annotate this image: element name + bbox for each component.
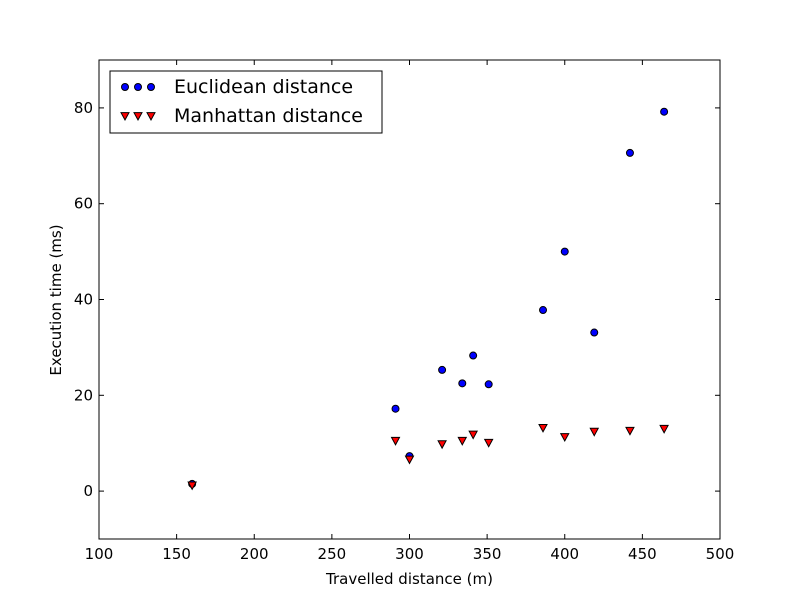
legend-marker-euclidean — [121, 83, 129, 91]
y-tick-label: 60 — [74, 195, 93, 213]
y-tick-label: 20 — [74, 386, 93, 404]
euclidean-point — [539, 306, 548, 315]
manhattan-point — [390, 436, 401, 446]
manhattan-point — [538, 423, 548, 433]
manhattan-point — [483, 438, 494, 448]
x-tick-label: 150 — [162, 545, 191, 563]
euclidean-point — [560, 247, 569, 256]
x-tick-label: 250 — [318, 545, 347, 563]
manhattan-point — [559, 433, 570, 443]
x-tick-label: 500 — [706, 545, 735, 563]
legend-label-manhattan: Manhattan distance — [174, 105, 363, 127]
legend-box — [109, 70, 383, 134]
x-tick-label: 350 — [473, 545, 502, 563]
manhattan-point — [457, 436, 468, 446]
y-tick-label: 80 — [74, 99, 93, 117]
y-tick-label: 0 — [83, 482, 93, 500]
manhattan-point — [468, 430, 478, 440]
euclidean-point — [625, 148, 634, 157]
legend-marker-manhattan — [133, 112, 143, 122]
euclidean-point — [469, 351, 478, 360]
legend: Euclidean distance Manhattan distance — [109, 70, 383, 134]
euclidean-point — [590, 328, 599, 337]
manhattan-point — [625, 426, 635, 436]
x-tick-label: 100 — [85, 545, 114, 563]
plot-frame — [98, 59, 721, 540]
x-tick-label: 300 — [395, 545, 424, 563]
x-tick-label: 450 — [628, 545, 657, 563]
manhattan-point — [187, 481, 197, 491]
x-tick-label: 200 — [240, 545, 269, 563]
y-axis-label: Execution time (ms) — [47, 224, 65, 375]
legend-marker-euclidean — [134, 83, 142, 91]
y-tick-label: 40 — [74, 291, 93, 309]
x-tick-label: 400 — [550, 545, 579, 563]
x-axis-label: Travelled distance (m) — [325, 570, 493, 588]
euclidean-point — [391, 404, 400, 413]
legend-marker-manhattan — [120, 112, 130, 122]
manhattan-point — [437, 440, 447, 450]
legend-marker-euclidean — [147, 83, 155, 91]
legend-label-euclidean: Euclidean distance — [174, 76, 353, 98]
manhattan-point — [404, 455, 415, 465]
manhattan-point — [659, 424, 669, 434]
legend-marker-manhattan — [146, 112, 156, 122]
euclidean-point — [458, 379, 467, 388]
euclidean-point — [438, 365, 447, 374]
euclidean-point — [484, 380, 493, 389]
manhattan-point — [589, 427, 600, 437]
euclidean-point — [660, 107, 669, 116]
